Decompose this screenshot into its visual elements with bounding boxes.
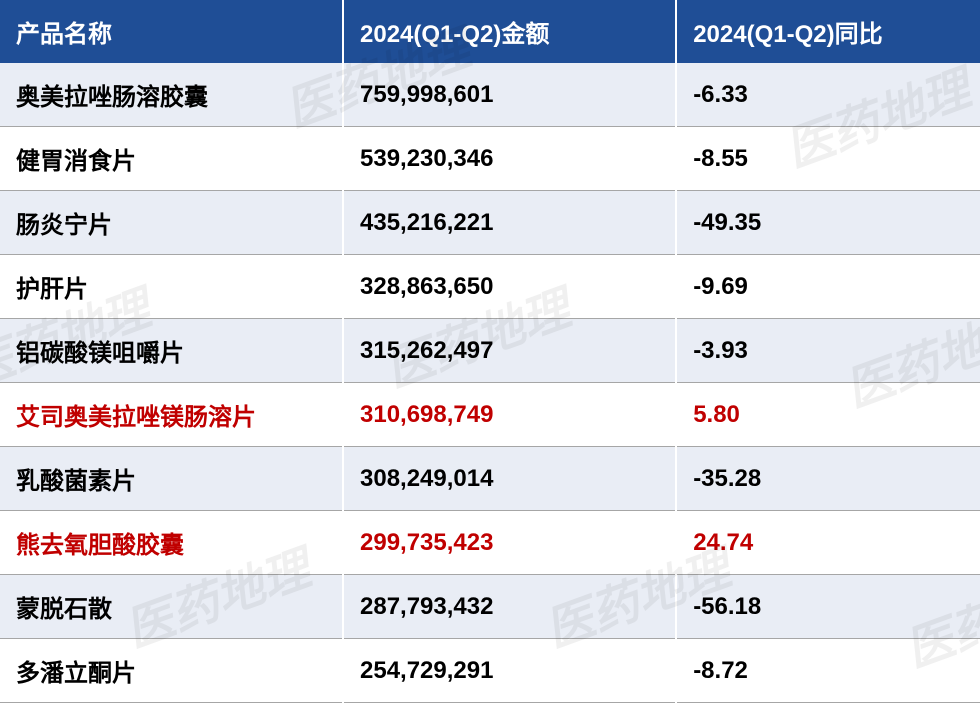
cell-name: 乳酸菌素片 [0,447,343,511]
cell-yoy: -49.35 [676,191,980,255]
cell-amount: 759,998,601 [343,63,676,127]
cell-yoy: -6.33 [676,63,980,127]
cell-amount: 435,216,221 [343,191,676,255]
col-header-amount: 2024(Q1-Q2)金额 [343,0,676,63]
table-header-row: 产品名称 2024(Q1-Q2)金额 2024(Q1-Q2)同比 [0,0,980,63]
table-row: 奥美拉唑肠溶胶囊759,998,601-6.33 [0,63,980,127]
product-sales-table: 产品名称 2024(Q1-Q2)金额 2024(Q1-Q2)同比 奥美拉唑肠溶胶… [0,0,980,703]
cell-yoy: -35.28 [676,447,980,511]
cell-name: 健胃消食片 [0,127,343,191]
cell-amount: 308,249,014 [343,447,676,511]
cell-name: 多潘立酮片 [0,639,343,703]
cell-yoy: -8.55 [676,127,980,191]
table-row: 艾司奥美拉唑镁肠溶片310,698,7495.80 [0,383,980,447]
table-row: 多潘立酮片254,729,291-8.72 [0,639,980,703]
cell-yoy: -3.93 [676,319,980,383]
table-row: 铝碳酸镁咀嚼片315,262,497-3.93 [0,319,980,383]
cell-yoy: 5.80 [676,383,980,447]
cell-amount: 315,262,497 [343,319,676,383]
cell-amount: 310,698,749 [343,383,676,447]
table-row: 护肝片328,863,650-9.69 [0,255,980,319]
cell-amount: 328,863,650 [343,255,676,319]
cell-yoy: -8.72 [676,639,980,703]
cell-yoy: -56.18 [676,575,980,639]
cell-amount: 539,230,346 [343,127,676,191]
cell-amount: 299,735,423 [343,511,676,575]
table-row: 熊去氧胆酸胶囊299,735,42324.74 [0,511,980,575]
cell-yoy: 24.74 [676,511,980,575]
table-row: 蒙脱石散287,793,432-56.18 [0,575,980,639]
col-header-yoy: 2024(Q1-Q2)同比 [676,0,980,63]
cell-name: 蒙脱石散 [0,575,343,639]
col-header-name: 产品名称 [0,0,343,63]
cell-name: 护肝片 [0,255,343,319]
cell-name: 熊去氧胆酸胶囊 [0,511,343,575]
cell-name: 铝碳酸镁咀嚼片 [0,319,343,383]
cell-yoy: -9.69 [676,255,980,319]
cell-amount: 254,729,291 [343,639,676,703]
table-row: 健胃消食片539,230,346-8.55 [0,127,980,191]
cell-name: 奥美拉唑肠溶胶囊 [0,63,343,127]
table-row: 肠炎宁片435,216,221-49.35 [0,191,980,255]
cell-name: 肠炎宁片 [0,191,343,255]
table-row: 乳酸菌素片308,249,014-35.28 [0,447,980,511]
cell-name: 艾司奥美拉唑镁肠溶片 [0,383,343,447]
cell-amount: 287,793,432 [343,575,676,639]
